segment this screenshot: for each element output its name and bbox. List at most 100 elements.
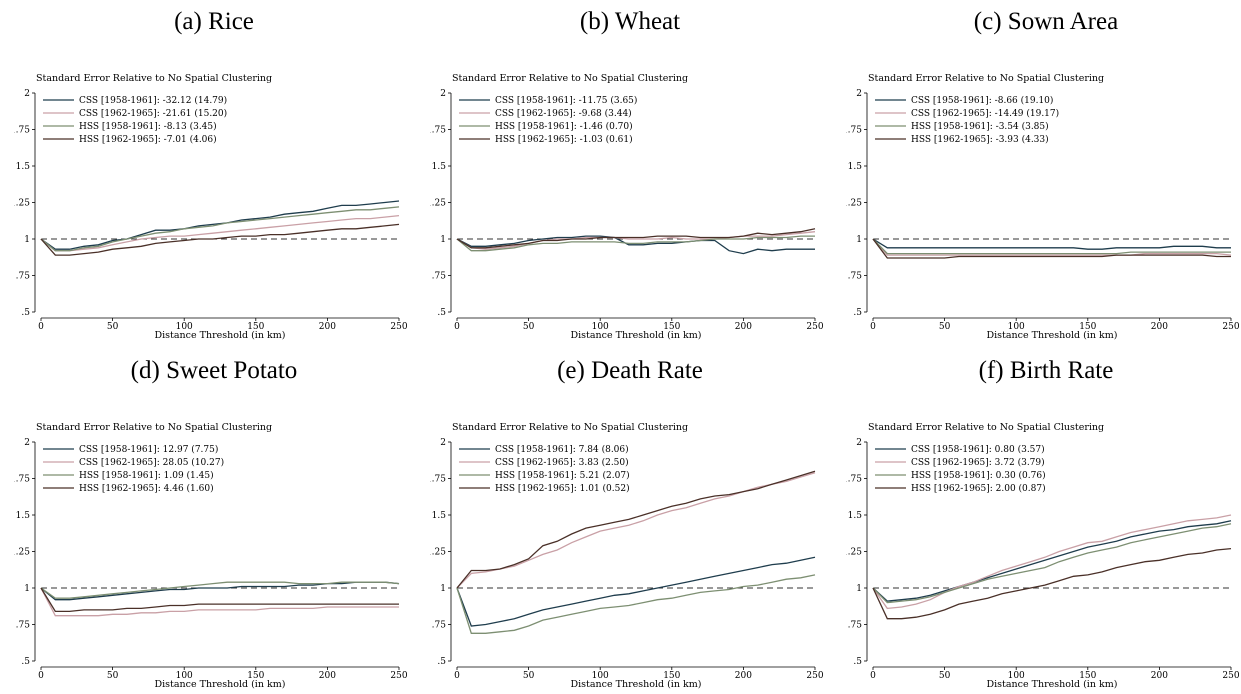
series-line-2 [456, 574, 816, 634]
legend-entry: CSS [1962-1965]: 3.72 (3.79) [911, 457, 1045, 468]
x-tick-label: 50 [523, 671, 535, 681]
x-tick-label: 0 [454, 671, 460, 681]
panel-rice: (a) Rice Standard Error Relative to No S… [14, 0, 414, 340]
series-line-1 [456, 472, 816, 589]
y-tick-label: 1.25 [430, 548, 446, 558]
x-tick-label: 100 [592, 322, 609, 332]
series-line-0 [456, 235, 815, 255]
y-tick-label: 1.75 [846, 475, 862, 485]
legend-entry: HSS [1962-1965]: 4.46 (1.60) [79, 483, 214, 494]
y-tick-label: .5 [437, 308, 446, 318]
y-tick-label: 1.5 [848, 511, 863, 521]
series-line-2 [872, 523, 1232, 604]
x-tick-label: 50 [939, 671, 951, 681]
legend-entry: HSS [1962-1965]: -1.03 (0.61) [495, 134, 633, 145]
y-tick-label: 1.5 [432, 162, 447, 172]
y-tick-label: 1.5 [16, 162, 31, 172]
x-tick-label: 250 [806, 322, 823, 332]
x-tick-label: 100 [1008, 671, 1025, 681]
legend-entry: CSS [1958-1961]: 0.80 (3.57) [911, 444, 1045, 455]
y-tick-label: .5 [853, 657, 862, 667]
chart-wheat: Standard Error Relative to No Spatial Cl… [430, 73, 824, 340]
series-line-3 [40, 587, 399, 613]
x-tick-label: 0 [38, 671, 44, 681]
y-tick-label: .5 [21, 308, 30, 318]
series-line-2 [456, 235, 815, 252]
y-tick-label: .75 [16, 621, 31, 631]
y-tick-label: 1 [440, 584, 446, 594]
x-tick-label: 200 [319, 671, 336, 681]
panel-title: (d) Sweet Potato [130, 357, 298, 384]
series-line-3 [40, 223, 400, 256]
series-line-3 [872, 547, 1232, 620]
legend-entry: HSS [1962-1965]: -3.93 (4.33) [911, 134, 1049, 145]
chart-rice: Standard Error Relative to No Spatial Cl… [14, 73, 408, 340]
x-axis-label: Distance Threshold (in km) [987, 679, 1118, 690]
y-tick-label: 1.25 [14, 199, 30, 209]
series-line-3 [456, 470, 816, 589]
y-tick-label: 2 [856, 89, 862, 99]
x-tick-label: 0 [38, 322, 44, 332]
legend-entry: CSS [1962-1965]: 28.05 (10.27) [79, 457, 224, 468]
x-tick-label: 150 [663, 671, 680, 681]
panel-title: (b) Wheat [579, 8, 681, 35]
series-line-3 [456, 228, 816, 249]
y-tick-label: 1.75 [14, 126, 30, 136]
panel-title: (e) Death Rate [557, 357, 703, 384]
x-axis-label: Distance Threshold (in km) [571, 330, 702, 340]
y-tick-label: 2 [856, 438, 862, 448]
x-tick-label: 150 [247, 322, 264, 332]
series-line-1 [40, 214, 400, 252]
legend-entry: CSS [1962-1965]: 3.83 (2.50) [495, 457, 629, 468]
legend-entry: HSS [1958-1961]: 5.21 (2.07) [495, 470, 630, 481]
x-tick-label: 200 [735, 322, 752, 332]
legend-entry: HSS [1958-1961]: 1.09 (1.45) [79, 470, 214, 481]
series-line-0 [872, 520, 1232, 602]
chart-birth-rate: Standard Error Relative to No Spatial Cl… [846, 422, 1240, 690]
y-axis-label: Standard Error Relative to No Spatial Cl… [36, 73, 272, 84]
x-tick-label: 150 [1079, 322, 1096, 332]
x-axis-label: Distance Threshold (in km) [987, 330, 1118, 340]
series-line-1 [872, 238, 1232, 256]
x-tick-label: 50 [939, 322, 951, 332]
x-tick-label: 50 [107, 671, 119, 681]
panel-sweet-potato: (d) Sweet Potato Standard Error Relative… [14, 349, 414, 690]
y-tick-label: 2 [24, 438, 30, 448]
y-tick-label: 1.75 [846, 126, 862, 136]
panel-wheat: (b) Wheat Standard Error Relative to No … [430, 0, 830, 340]
y-tick-label: 1.5 [16, 511, 31, 521]
y-axis-label: Standard Error Relative to No Spatial Cl… [868, 422, 1104, 433]
series-line-1 [872, 514, 1232, 610]
panel-death-rate: (e) Death Rate Standard Error Relative t… [430, 349, 830, 690]
y-tick-label: .75 [848, 621, 863, 631]
y-tick-label: 1 [856, 235, 862, 245]
legend-entry: HSS [1962-1965]: 2.00 (0.87) [911, 483, 1046, 494]
x-tick-label: 0 [454, 322, 460, 332]
legend-entry: CSS [1962-1965]: -21.61 (15.20) [79, 108, 227, 119]
x-tick-label: 150 [1079, 671, 1096, 681]
y-axis-label: Standard Error Relative to No Spatial Cl… [452, 73, 688, 84]
y-tick-label: 1.5 [432, 511, 447, 521]
x-tick-label: 150 [663, 322, 680, 332]
y-tick-label: 2 [440, 89, 446, 99]
chart-death-rate: Standard Error Relative to No Spatial Cl… [430, 422, 824, 690]
x-axis-label: Distance Threshold (in km) [155, 330, 286, 340]
series-line-2 [872, 238, 1231, 255]
series-line-2 [40, 206, 400, 252]
y-tick-label: .5 [437, 657, 446, 667]
y-tick-label: .5 [21, 657, 30, 667]
x-tick-label: 100 [176, 322, 193, 332]
panel-sown-area: (c) Sown Area Standard Error Relative to… [846, 0, 1241, 340]
y-tick-label: 1 [24, 235, 30, 245]
y-axis-label: Standard Error Relative to No Spatial Cl… [452, 422, 688, 433]
y-tick-label: .75 [16, 272, 31, 282]
x-tick-label: 150 [247, 671, 264, 681]
x-axis-label: Distance Threshold (in km) [155, 679, 286, 690]
legend-entry: CSS [1958-1961]: -8.66 (19.10) [911, 95, 1053, 106]
series-line-0 [872, 238, 1231, 250]
legend-entry: CSS [1958-1961]: 7.84 (8.06) [495, 444, 629, 455]
x-tick-label: 250 [1222, 671, 1239, 681]
legend-entry: HSS [1958-1961]: -8.13 (3.45) [79, 121, 217, 132]
y-tick-label: 2 [440, 438, 446, 448]
panel-birth-rate: (f) Birth Rate Standard Error Relative t… [846, 349, 1241, 690]
